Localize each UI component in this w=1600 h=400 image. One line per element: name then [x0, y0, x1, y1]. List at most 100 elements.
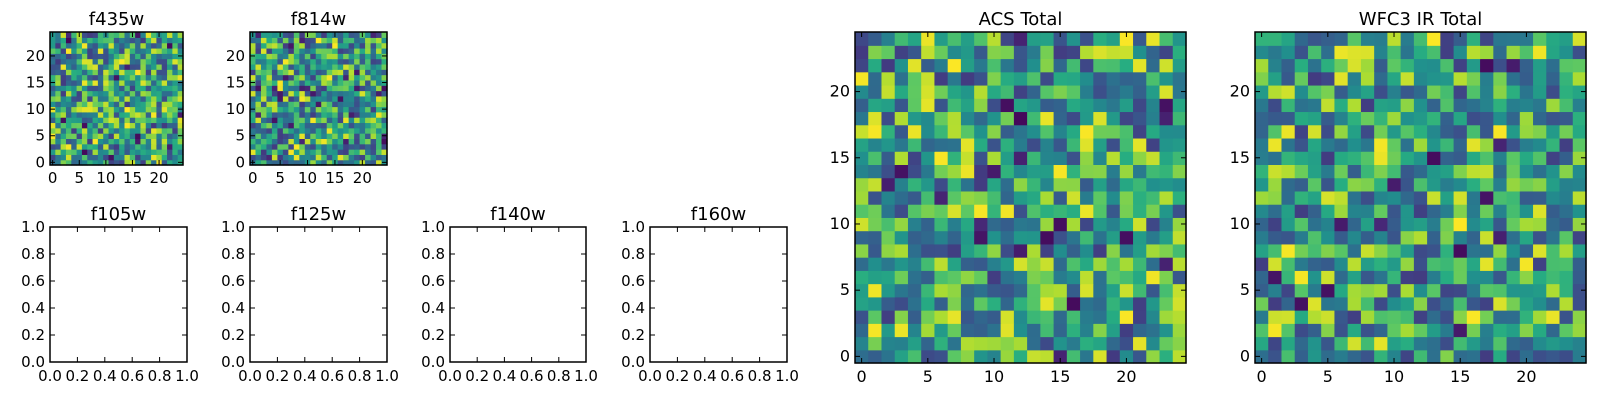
y-tick-label: 0 — [35, 153, 45, 171]
heatmap-cell — [1321, 296, 1336, 311]
heatmap-cell — [332, 154, 339, 161]
heatmap-cell — [326, 106, 333, 113]
heatmap-cell — [337, 154, 344, 161]
heatmap-cell — [161, 122, 168, 129]
heatmap-cell — [266, 42, 273, 49]
heatmap-cell — [1533, 84, 1547, 99]
heatmap-cell — [310, 63, 317, 70]
heatmap-cell — [145, 143, 152, 150]
heatmap-cell — [1307, 111, 1322, 126]
heatmap-cell — [255, 138, 262, 145]
heatmap-cell — [381, 117, 388, 124]
heatmap-cell — [92, 133, 99, 139]
heatmap-cell — [310, 69, 317, 76]
heatmap-cell — [177, 32, 184, 38]
heatmap-cell — [1053, 45, 1068, 60]
heatmap-cell — [359, 133, 366, 139]
heatmap-cell — [921, 58, 936, 73]
heatmap-cell — [1427, 45, 1441, 60]
heatmap-cell — [50, 85, 56, 92]
heatmap-cell — [271, 154, 278, 161]
heatmap-cell — [855, 296, 869, 311]
heatmap-cell — [1027, 296, 1041, 311]
heatmap-cell — [1493, 32, 1508, 46]
heatmap-cell — [277, 42, 284, 49]
heatmap-cell — [145, 138, 152, 145]
heatmap-cell — [1519, 151, 1534, 165]
heatmap-cell — [1281, 190, 1296, 205]
heatmap-cell — [250, 63, 257, 70]
heatmap-cell — [1334, 164, 1349, 179]
heatmap-cell — [1413, 349, 1428, 364]
heatmap-cell — [1519, 230, 1534, 245]
heatmap-cell — [365, 122, 372, 129]
heatmap-cell — [894, 349, 909, 364]
heatmap-cell — [71, 101, 78, 108]
heatmap-cell — [1040, 283, 1055, 298]
heatmap-cell — [151, 95, 157, 102]
heatmap-cell — [119, 154, 126, 161]
heatmap-cell — [55, 42, 62, 49]
heatmap-cell — [282, 63, 289, 70]
heatmap-cell — [50, 63, 56, 70]
heatmap-cell — [1453, 164, 1468, 179]
heatmap-cell — [894, 32, 909, 46]
heatmap-cell — [987, 111, 1002, 126]
heatmap-cell — [55, 85, 62, 92]
heatmap-cell — [1294, 124, 1309, 139]
heatmap-cell — [119, 111, 126, 118]
heatmap-cell — [1413, 32, 1428, 46]
heatmap-cell — [894, 323, 909, 338]
heatmap-cell — [1294, 310, 1309, 324]
heatmap-cell — [1493, 177, 1508, 192]
heatmap-cell — [343, 85, 350, 92]
heatmap-cell — [1255, 71, 1269, 86]
heatmap-cell — [299, 127, 306, 134]
heatmap-cell — [376, 74, 383, 81]
heatmap-cell — [1506, 124, 1521, 139]
heatmap-cell — [293, 74, 300, 81]
heatmap-cell — [321, 154, 328, 161]
heatmap-cell — [894, 71, 909, 86]
heatmap-cell — [1040, 32, 1055, 46]
heatmap-cell — [1374, 124, 1388, 139]
heatmap-cell — [907, 58, 922, 73]
heatmap-cell — [271, 138, 278, 145]
heatmap-cell — [365, 127, 372, 134]
heatmap-cell — [255, 79, 262, 86]
heatmap-cell — [81, 47, 88, 54]
heatmap-cell — [1000, 58, 1015, 73]
heatmap-cell — [960, 349, 975, 364]
heatmap-cell — [87, 149, 94, 155]
heatmap-cell — [1255, 296, 1269, 311]
heatmap-cell — [1546, 45, 1561, 60]
heatmap-cell — [1559, 137, 1574, 152]
heatmap-cell — [987, 58, 1002, 73]
heatmap-cell — [167, 133, 173, 139]
heatmap-cell — [1374, 336, 1388, 351]
heatmap-cell — [934, 164, 949, 179]
heatmap-cell — [151, 58, 157, 65]
heatmap-cell — [315, 159, 322, 166]
heatmap-cell — [1146, 124, 1161, 139]
heatmap-cell — [260, 37, 268, 44]
heatmap-cell — [97, 159, 104, 166]
heatmap-cell — [172, 127, 179, 134]
heatmap-cell — [113, 95, 120, 102]
heatmap-cell — [934, 98, 949, 113]
heatmap-cell — [1027, 124, 1041, 139]
heatmap-cell — [868, 230, 883, 245]
heatmap-cell — [1572, 217, 1587, 232]
heatmap-cell — [1334, 349, 1349, 364]
heatmap-cell — [97, 101, 104, 108]
heatmap-cell — [1466, 177, 1481, 192]
heatmap-cell — [1466, 204, 1481, 218]
heatmap-cell — [1533, 257, 1547, 271]
heatmap-cell — [1493, 217, 1508, 232]
axes-frame — [649, 226, 788, 363]
x-tick-label: 10 — [1384, 367, 1404, 386]
heatmap-cell — [359, 79, 366, 86]
heatmap-cell — [1307, 243, 1322, 258]
heatmap-cell — [1466, 336, 1481, 351]
heatmap-cell — [71, 122, 78, 129]
